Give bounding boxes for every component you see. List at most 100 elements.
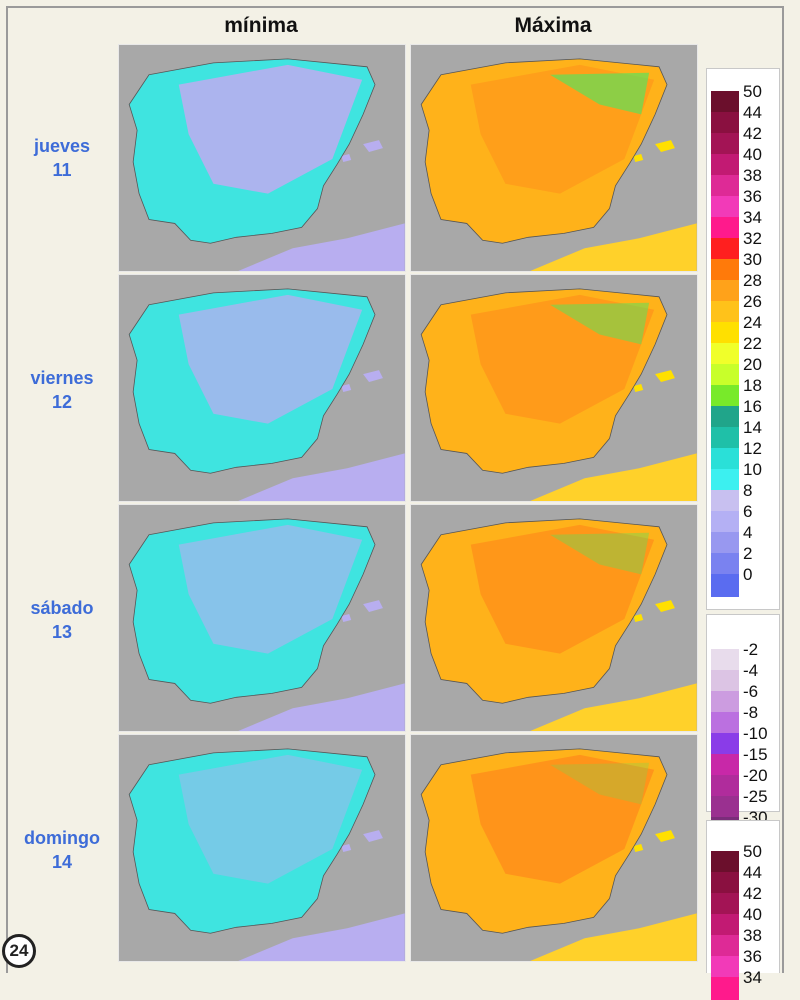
scale-swatch bbox=[711, 796, 739, 819]
scale-tick-label: 42 bbox=[743, 124, 762, 143]
scale-swatch bbox=[711, 91, 739, 114]
scale-step: 44 bbox=[707, 863, 781, 895]
day-number: 12 bbox=[51, 392, 73, 412]
scale-step: 24 bbox=[707, 313, 781, 345]
scale-step: 22 bbox=[707, 334, 781, 366]
scale-swatch bbox=[711, 469, 739, 492]
scale-swatch bbox=[711, 490, 739, 513]
scale-tick-label: 18 bbox=[743, 376, 762, 395]
scale-tick-label: 38 bbox=[743, 926, 762, 945]
map-min-jueves bbox=[118, 44, 406, 272]
day-number: 14 bbox=[51, 852, 73, 872]
scale-step: 18 bbox=[707, 376, 781, 408]
scale-step: 6 bbox=[707, 502, 781, 534]
map-max-viernes bbox=[410, 274, 698, 502]
color-scale-repeat: 50 44 42 40 38 36 34 bbox=[706, 820, 781, 1000]
brand-logo: 24 bbox=[2, 934, 36, 968]
map-min-sábado bbox=[118, 504, 406, 732]
scale-tick-label: -15 bbox=[743, 745, 768, 764]
scale-swatch bbox=[711, 872, 739, 895]
scale-tick-label: 2 bbox=[743, 544, 753, 563]
scale-tick-label: 26 bbox=[743, 292, 762, 311]
scale-step: 14 bbox=[707, 418, 781, 450]
day-number: 11 bbox=[52, 160, 72, 180]
scale-swatch bbox=[711, 733, 739, 756]
map-max-domingo bbox=[410, 734, 698, 962]
color-scale-negative: -2 -4 -6 -8 -10 -15 -20 -25 -30 bbox=[706, 614, 781, 840]
scale-swatch bbox=[711, 977, 739, 1000]
scale-step: 2 bbox=[707, 544, 781, 576]
scale-step: 34 bbox=[707, 208, 781, 240]
scale-tick-label: 32 bbox=[743, 229, 762, 248]
scale-swatch bbox=[711, 691, 739, 714]
scale-step: 8 bbox=[707, 481, 781, 513]
scale-swatch bbox=[711, 238, 739, 261]
scale-tick-label: 40 bbox=[743, 905, 762, 924]
day-label-domingo: domingo 14 bbox=[12, 826, 112, 874]
scale-swatch bbox=[711, 154, 739, 177]
scale-tick-label: 22 bbox=[743, 334, 762, 353]
scale-tick-label: 30 bbox=[743, 250, 762, 269]
map-max-jueves bbox=[410, 44, 698, 272]
scale-tick-label: 4 bbox=[743, 523, 753, 542]
scale-step: 44 bbox=[707, 103, 781, 135]
scale-swatch bbox=[711, 406, 739, 429]
scale-tick-label: 50 bbox=[743, 82, 762, 101]
scale-step: 38 bbox=[707, 166, 781, 198]
scale-step: -20 bbox=[707, 766, 781, 798]
scale-tick-label: -4 bbox=[743, 661, 759, 680]
scale-step: 4 bbox=[707, 523, 781, 555]
scale-swatch bbox=[711, 343, 739, 366]
scale-swatch bbox=[711, 175, 739, 198]
scale-tick-label: 12 bbox=[743, 439, 762, 458]
scale-swatch bbox=[711, 448, 739, 471]
scale-tick-label: 50 bbox=[743, 842, 762, 861]
scale-step: -10 bbox=[707, 724, 781, 756]
scale-tick-label: 44 bbox=[743, 103, 762, 122]
scale-tick-label: -2 bbox=[743, 640, 759, 659]
scale-swatch bbox=[711, 956, 739, 979]
day-name: jueves bbox=[33, 136, 91, 156]
scale-tick-label: 24 bbox=[743, 313, 762, 332]
map-min-domingo bbox=[118, 734, 406, 962]
scale-step: 40 bbox=[707, 905, 781, 937]
scale-swatch bbox=[711, 670, 739, 693]
scale-swatch bbox=[711, 301, 739, 324]
scale-tick-label: 20 bbox=[743, 355, 762, 374]
scale-tick-label: 34 bbox=[743, 208, 762, 227]
scale-swatch bbox=[711, 511, 739, 534]
scale-swatch bbox=[711, 280, 739, 303]
scale-step: -8 bbox=[707, 703, 781, 735]
day-label-jueves: jueves 11 bbox=[12, 134, 112, 182]
scale-step: 12 bbox=[707, 439, 781, 471]
scale-step: 0 bbox=[707, 565, 781, 597]
scale-tick-label: 10 bbox=[743, 460, 762, 479]
day-label-viernes: viernes 12 bbox=[12, 366, 112, 414]
scale-tick-label: -6 bbox=[743, 682, 759, 701]
scale-swatch bbox=[711, 385, 739, 408]
scale-swatch bbox=[711, 133, 739, 156]
scale-tick-label: -25 bbox=[743, 787, 768, 806]
scale-step: -15 bbox=[707, 745, 781, 777]
scale-step: -2 bbox=[707, 640, 781, 672]
scale-step: 28 bbox=[707, 271, 781, 303]
scale-tick-label: 16 bbox=[743, 397, 762, 416]
scale-step: 50 bbox=[707, 842, 781, 874]
scale-swatch bbox=[711, 196, 739, 219]
scale-step: 26 bbox=[707, 292, 781, 324]
scale-step: 42 bbox=[707, 124, 781, 156]
day-number: 13 bbox=[51, 622, 73, 642]
scale-tick-label: -8 bbox=[743, 703, 759, 722]
scale-swatch bbox=[711, 259, 739, 282]
scale-swatch bbox=[711, 553, 739, 576]
scale-tick-label: 14 bbox=[743, 418, 762, 437]
scale-step: 30 bbox=[707, 250, 781, 282]
header-maxima: Máxima bbox=[514, 14, 592, 37]
scale-swatch bbox=[711, 775, 739, 798]
scale-step: 36 bbox=[707, 187, 781, 219]
day-name: sábado bbox=[30, 598, 94, 618]
scale-tick-label: 44 bbox=[743, 863, 762, 882]
scale-step: 40 bbox=[707, 145, 781, 177]
scale-step: 38 bbox=[707, 926, 781, 958]
scale-tick-label: 34 bbox=[743, 968, 762, 987]
